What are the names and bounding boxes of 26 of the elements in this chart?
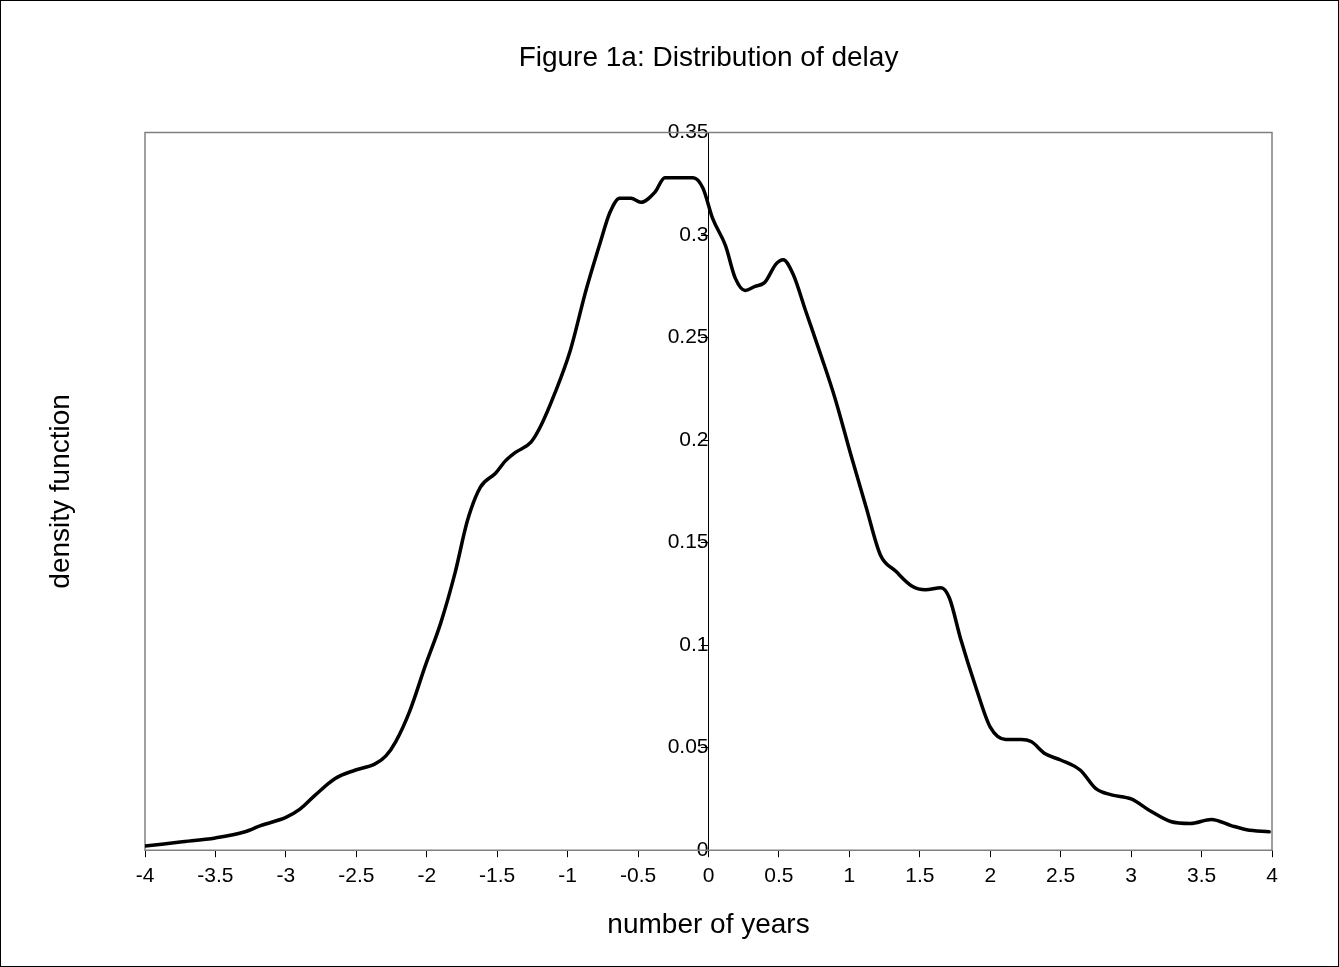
x-tick-label: -3 <box>276 862 296 886</box>
chart-title: Figure 1a: Distribution of delay <box>518 40 899 72</box>
y-tick-label: 0.35 <box>667 119 709 143</box>
x-tick-label: 1.5 <box>905 862 935 886</box>
y-tick-label: 0.15 <box>667 529 709 553</box>
y-axis-title: density function <box>43 394 75 589</box>
y-tick-label: 0.25 <box>667 324 709 348</box>
x-tick-label: -4 <box>135 862 155 886</box>
y-tick-label: 0.2 <box>679 426 709 450</box>
x-tick-label: 2 <box>984 862 997 886</box>
y-tick-label: 0.1 <box>679 631 709 655</box>
x-tick-label: -0.5 <box>619 862 657 886</box>
x-tick-label: -1 <box>558 862 577 886</box>
x-tick-label: -2.5 <box>338 862 375 886</box>
x-tick-label: 2.5 <box>1046 862 1076 886</box>
x-tick-label: 3.5 <box>1186 862 1217 886</box>
x-tick-label: -3.5 <box>197 862 234 886</box>
x-tick-label: 4 <box>1266 862 1279 886</box>
y-tick-label: 0.05 <box>667 734 709 758</box>
x-tick-label: -2 <box>417 862 437 886</box>
x-axis-title: number of years <box>607 907 810 939</box>
y-tick-label: 0.3 <box>679 221 709 245</box>
x-tick-label: 0.5 <box>764 862 794 886</box>
x-tick-label: -1.5 <box>479 862 516 886</box>
x-tick-label: 1 <box>843 862 856 886</box>
x-tick-label: 3 <box>1125 862 1137 886</box>
